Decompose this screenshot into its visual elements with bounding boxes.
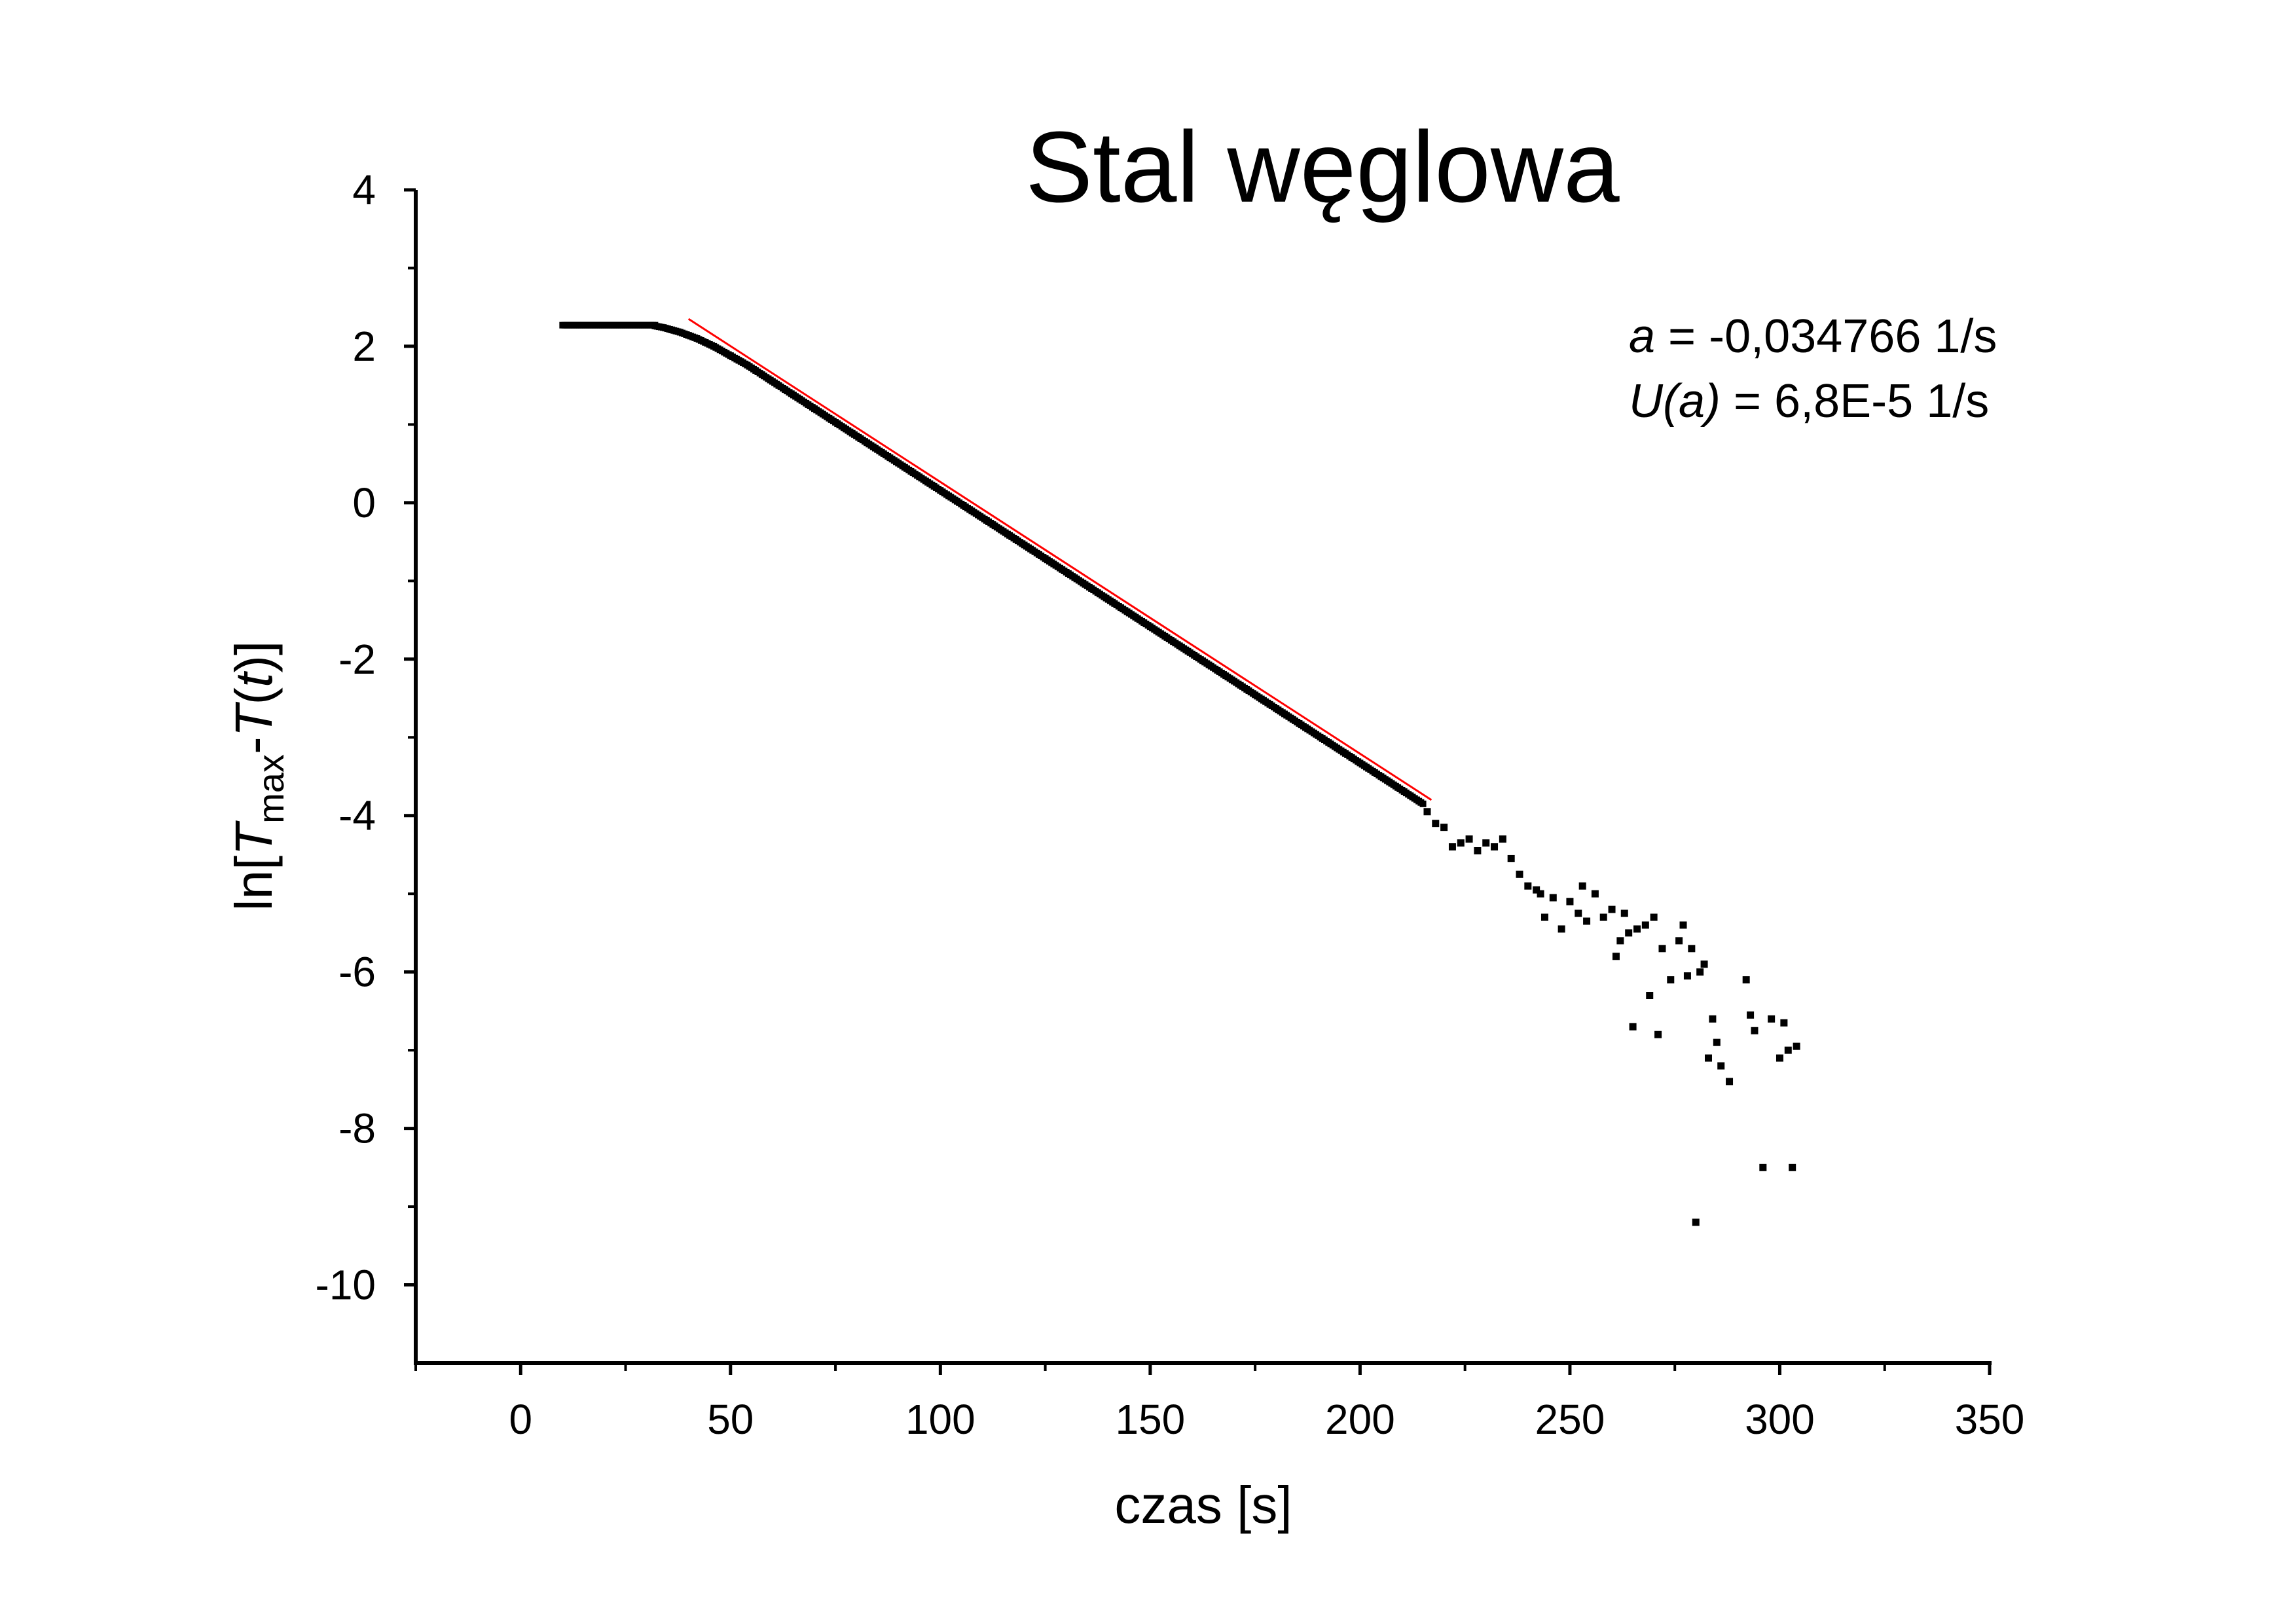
data-point	[1633, 925, 1641, 933]
y-label-t: T	[225, 820, 283, 856]
data-point	[1491, 843, 1499, 851]
annotation-uncertainty: U(a) = 6,8E-5 1/s	[1629, 375, 1989, 428]
data-point	[1537, 890, 1544, 898]
data-point	[1784, 1046, 1792, 1054]
data-point	[1700, 960, 1708, 968]
x-tick-label: 100	[905, 1396, 975, 1443]
y-ticks: 4 2 0 -2 -4 -6 -8 -10	[316, 166, 416, 1309]
y-label-open-paren: (	[225, 687, 283, 705]
data-point	[1465, 835, 1473, 843]
data-point	[1793, 1042, 1800, 1050]
data-point	[1641, 921, 1649, 929]
annotation-slope: a = -0,034766 1/s	[1629, 310, 1997, 363]
data-point	[1646, 992, 1654, 1000]
data-point	[1578, 882, 1586, 890]
data-point	[1432, 820, 1440, 828]
data-point	[1599, 913, 1607, 921]
data-point	[1776, 1054, 1783, 1062]
data-point	[1566, 898, 1574, 905]
data-point	[1780, 1019, 1788, 1027]
x-tick-label: 300	[1745, 1396, 1815, 1443]
x-tick-label: 0	[509, 1396, 532, 1443]
x-axis-label: czas [s]	[1114, 1476, 1292, 1534]
data-point	[1629, 1023, 1637, 1030]
y-tick-label: -8	[338, 1105, 376, 1152]
x-tick-label: 50	[707, 1396, 754, 1443]
x-tick-label: 200	[1325, 1396, 1395, 1443]
data-point	[1524, 882, 1532, 890]
chart-title: Stal węglowa	[1025, 111, 1620, 223]
x-ticks: 0 50 100 150 200 250 300 350	[414, 1363, 2025, 1443]
annotation-slope-var: a	[1629, 310, 1655, 363]
data-point	[1608, 905, 1616, 913]
data-point	[1742, 976, 1750, 984]
data-point	[1625, 929, 1633, 937]
data-point	[1499, 835, 1506, 843]
y-label-time-var: t	[225, 671, 283, 687]
data-point	[1696, 968, 1704, 976]
data-point	[1768, 1015, 1776, 1023]
data-point	[1667, 976, 1675, 984]
y-tick-label: 4	[352, 166, 376, 213]
y-label-close: )]	[225, 641, 283, 673]
annotation-slope-value: = -0,034766 1/s	[1655, 310, 1997, 363]
data-point	[1533, 886, 1540, 894]
data-point	[1540, 913, 1548, 921]
y-label-subscript: max	[250, 754, 291, 824]
data-point	[1675, 937, 1683, 945]
y-tick-label: 0	[352, 479, 376, 526]
data-point	[1709, 1015, 1717, 1023]
data-point	[1654, 1030, 1662, 1038]
data-point	[1448, 843, 1456, 851]
y-tick-label: -2	[338, 636, 376, 683]
data-point	[1419, 800, 1427, 807]
data-point	[1789, 1163, 1796, 1171]
y-label-minus: -	[225, 737, 283, 754]
data-point	[1612, 953, 1620, 960]
data-point	[1692, 1218, 1700, 1226]
data-point	[1575, 909, 1582, 917]
y-axis-label: ln[Tmax-T(t)]	[225, 641, 291, 911]
data-point	[1591, 890, 1599, 898]
data-point	[1482, 839, 1490, 847]
y-label-prefix: ln[	[225, 856, 283, 911]
data-point	[1507, 854, 1515, 862]
data-points	[559, 321, 1800, 1226]
data-point	[1650, 913, 1658, 921]
data-point	[1747, 1011, 1755, 1019]
data-point	[1713, 1038, 1721, 1046]
annotation-uncertainty-var: U(a)	[1629, 375, 1721, 428]
x-tick-label: 250	[1535, 1396, 1605, 1443]
y-tick-label: -10	[316, 1262, 376, 1309]
data-point	[1457, 839, 1465, 847]
x-tick-label: 150	[1115, 1396, 1185, 1443]
y-label-t2: T	[225, 701, 283, 737]
data-point	[1558, 925, 1565, 933]
data-point	[1423, 808, 1431, 816]
data-point	[1516, 870, 1523, 878]
y-tick-label: -6	[338, 949, 376, 996]
data-point	[1440, 824, 1448, 831]
data-point	[1620, 909, 1628, 917]
data-point	[1717, 1062, 1725, 1070]
data-point	[1726, 1078, 1734, 1085]
data-point	[1616, 937, 1624, 945]
data-point	[1688, 945, 1696, 953]
data-point	[1583, 917, 1591, 925]
y-tick-label: 2	[352, 323, 376, 370]
data-point	[1704, 1054, 1712, 1062]
data-point	[1751, 1027, 1758, 1034]
data-point	[1474, 847, 1482, 854]
fit-line	[687, 318, 1432, 801]
annotation-uncertainty-value: = 6,8E-5 1/s	[1721, 375, 1989, 428]
data-point	[1683, 972, 1691, 980]
x-tick-label: 350	[1955, 1396, 2025, 1443]
data-point	[1679, 921, 1687, 929]
data-point	[1549, 894, 1557, 902]
data-point	[1759, 1163, 1767, 1171]
data-point	[1658, 945, 1666, 953]
y-tick-label: -4	[338, 792, 376, 839]
